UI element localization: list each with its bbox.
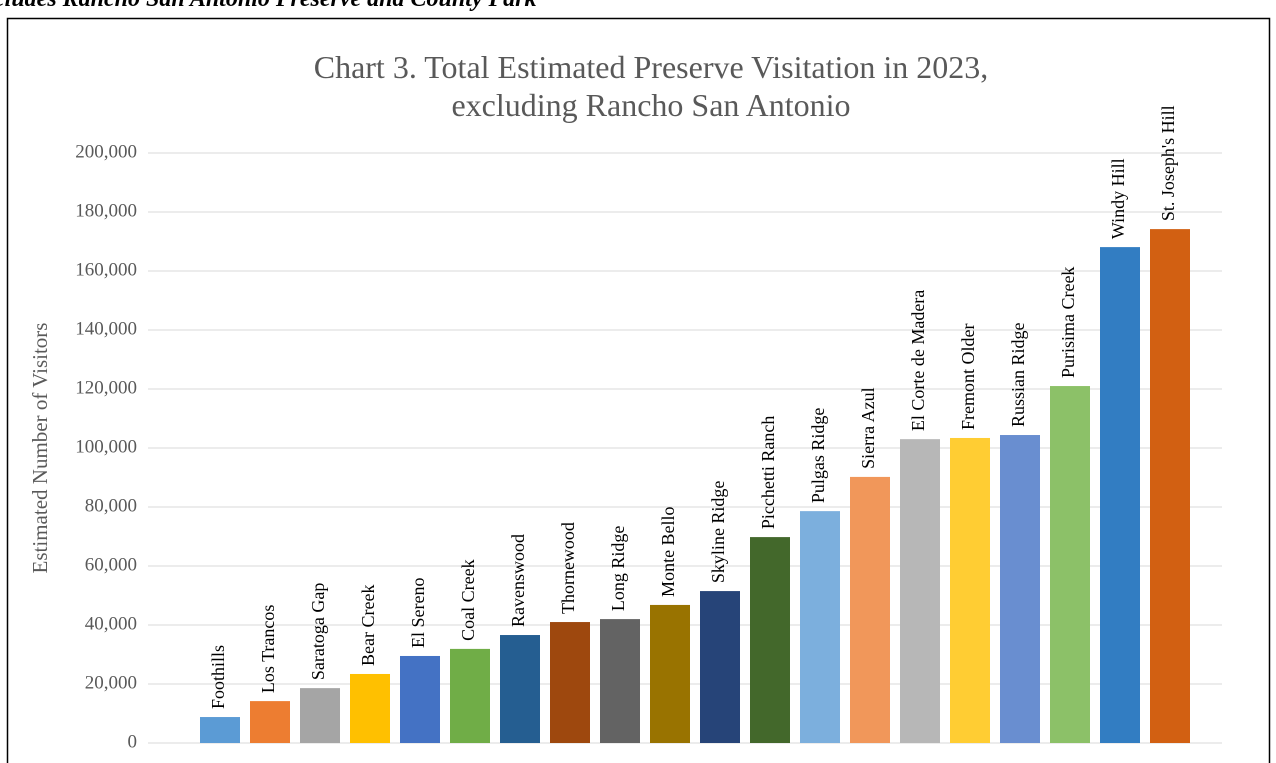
bar-label: Purisima Creek [1058,267,1078,378]
y-tick-label: 20,000 [85,672,137,693]
bar-label: Foothills [208,645,228,709]
bar-label: Pulgas Ridge [808,408,828,504]
bar [500,635,540,743]
caption: cludes Rancho San Antonio Preserve and C… [0,0,537,12]
y-tick-label: 40,000 [85,613,137,634]
bar [850,476,890,743]
bar-label: Saratoga Gap [308,583,328,680]
bar-label: Bear Creek [358,585,378,666]
bar [950,437,990,743]
bar-label: Ravenswood [508,534,528,627]
bar [300,688,340,743]
bar-label: Skyline Ridge [708,481,728,584]
bar [1150,229,1190,744]
y-tick-label: 200,000 [75,141,137,162]
y-tick-label: 140,000 [75,318,137,339]
bar-label: Sierra Azul [858,387,878,468]
chart-border [6,17,1271,763]
bar-label: St. Joseph's Hill [1158,105,1178,221]
bar-label: El Sereno [408,577,428,647]
bar [1050,386,1090,743]
bar [700,591,740,743]
bar [250,701,290,743]
bar-label: Picchetti Ranch [758,416,778,529]
y-tick-label: 120,000 [75,377,137,398]
y-tick-label: 80,000 [85,495,137,516]
bar-label: Russian Ridge [1008,323,1028,428]
y-tick-label: 100,000 [75,436,137,457]
bar [1000,435,1040,743]
chart-title: Chart 3. Total Estimated Preserve Visita… [314,49,989,85]
bar-label: Los Trancos [258,605,278,694]
y-tick-label: 60,000 [85,554,137,575]
chart-title: excluding Rancho San Antonio [451,87,850,123]
bar-label: Coal Creek [458,559,478,640]
y-tick-label: 160,000 [75,259,137,280]
bar [350,673,390,743]
bar [1100,247,1140,744]
bar [200,717,240,743]
y-tick-label: 0 [128,731,138,752]
y-tick-label: 180,000 [75,200,137,221]
y-axis-title: Estimated Number of Visitors [28,323,52,574]
bar [800,511,840,743]
bar [650,604,690,743]
bar [550,622,590,743]
bar-label: Thornewood [558,522,578,614]
bar-label: Windy Hill [1108,158,1128,239]
bar-label: Monte Bello [658,506,678,597]
bar-label: Long Ridge [608,526,628,612]
bar-label: Fremont Older [958,323,978,429]
bar [900,439,940,743]
bar [450,648,490,743]
bar [600,619,640,743]
bar-label: El Corte de Madera [908,290,928,431]
bar [400,655,440,743]
bar [750,537,790,743]
